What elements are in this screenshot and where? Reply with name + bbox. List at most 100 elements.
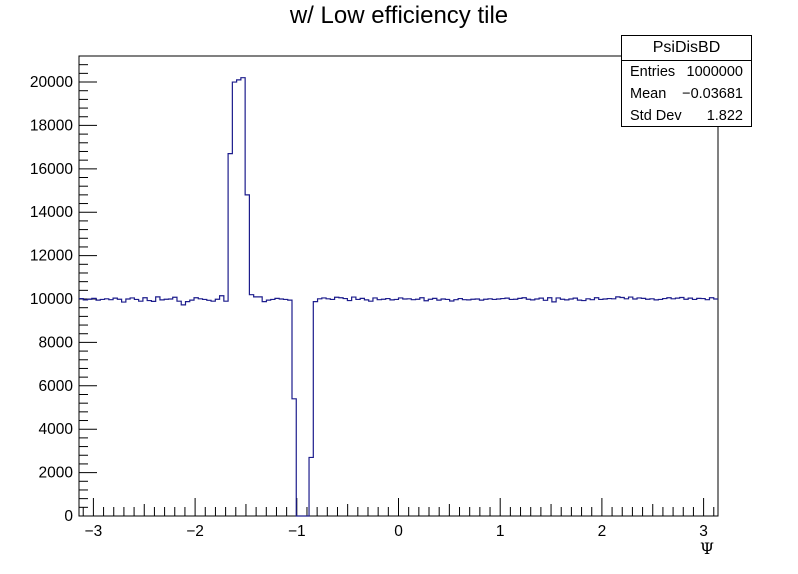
title: w/ Low efficiency tile (289, 2, 509, 29)
y-tick-label: 4000 (39, 421, 74, 438)
histogram-bin (369, 301, 373, 516)
histogram-bin (139, 301, 143, 516)
histogram-bin (671, 299, 675, 516)
histogram-bin (416, 299, 420, 516)
histogram-bin (330, 299, 334, 516)
histogram-bin (697, 298, 701, 516)
histogram-bin (143, 298, 147, 516)
histogram-bin (441, 299, 445, 516)
histogram-bin (594, 298, 598, 516)
histogram-bin (237, 80, 241, 516)
histogram-bin (560, 299, 564, 516)
histogram-bin (390, 300, 394, 516)
histogram-bin (381, 299, 385, 516)
histogram-bin (215, 299, 219, 516)
histogram-bin (450, 301, 454, 516)
histogram-bin (714, 299, 718, 516)
histogram-bin (522, 298, 526, 516)
histogram-bin (616, 297, 620, 516)
histogram-bin (313, 302, 317, 516)
x-tick-label: 3 (699, 523, 708, 540)
histogram-bin (582, 301, 586, 516)
histogram-bin (505, 298, 509, 516)
histogram-bin (203, 299, 207, 516)
stats-value: 1000000 (686, 64, 743, 80)
histogram-bin (339, 298, 343, 516)
histogram-bin (279, 299, 283, 516)
histogram-bin (556, 298, 560, 516)
histogram-bin (288, 300, 292, 516)
histogram-bin (173, 297, 177, 516)
histogram-bin (335, 297, 339, 516)
histogram-bin (624, 299, 628, 516)
histogram-bin (654, 300, 658, 516)
histogram-bin (684, 299, 688, 516)
histogram-bin (569, 299, 573, 516)
stats-box: PsiDisBD Entries 1000000 Mean −0.03681 S… (621, 35, 752, 127)
stats-value: −0.03681 (682, 86, 743, 102)
histogram-bin (705, 300, 709, 516)
histogram-bin (232, 82, 236, 516)
histogram-bin (117, 299, 121, 516)
histogram-bin (565, 300, 569, 516)
histogram-bin (130, 298, 134, 516)
y-tick-label: 20000 (30, 74, 73, 91)
histogram-bin (326, 299, 330, 516)
histogram-bin (424, 301, 428, 516)
histogram-bin (543, 300, 547, 516)
histogram-bin (207, 300, 211, 516)
histogram-bin (352, 297, 356, 516)
histogram-bin (492, 299, 496, 516)
histogram-bin (701, 299, 705, 516)
histogram-bin (318, 299, 322, 516)
y-tick-label: 6000 (39, 378, 74, 395)
histogram-bin (675, 298, 679, 516)
histogram-bin (211, 301, 215, 516)
histogram-bin (514, 299, 518, 516)
histogram-bin (228, 154, 232, 516)
histogram-bin (292, 399, 296, 516)
histogram-bin (322, 298, 326, 516)
histogram-bin (518, 298, 522, 516)
histogram-bin (407, 299, 411, 516)
histogram-bin (501, 299, 505, 516)
histogram-bin (394, 299, 398, 516)
y-tick-label: 0 (64, 508, 73, 525)
histogram-bin (488, 299, 492, 516)
histogram-bin (428, 299, 432, 516)
stats-row-stddev: Std Dev 1.822 (622, 105, 751, 127)
histogram-bin (688, 298, 692, 516)
histogram-bin (186, 302, 190, 516)
histogram-bin (356, 299, 360, 516)
histogram-bin (458, 299, 462, 516)
histogram-bin (496, 299, 500, 516)
histogram-bin (577, 300, 581, 516)
y-tick-label: 14000 (30, 204, 73, 221)
histogram-bin (79, 299, 83, 516)
histogram-bin (680, 298, 684, 517)
histogram-bin (377, 300, 381, 516)
histogram-bin (658, 299, 662, 516)
histogram-bin (164, 299, 168, 516)
histogram-line (79, 77, 718, 517)
stats-row-entries: Entries 1000000 (622, 61, 751, 83)
histogram-bin (309, 457, 313, 516)
histogram-bin (181, 305, 185, 516)
histogram-bin (590, 300, 594, 516)
histogram-bin (709, 298, 713, 516)
x-tick-label: 2 (598, 523, 607, 540)
histogram-bin (109, 300, 113, 516)
histogram-bin (633, 299, 637, 516)
histogram-bin (586, 299, 590, 516)
histogram-bin (100, 299, 104, 516)
histogram-bin (156, 297, 160, 516)
histogram-bin (177, 301, 181, 516)
histogram-bin (535, 299, 539, 516)
histogram-bin (411, 300, 415, 516)
y-tick-label: 8000 (39, 334, 74, 351)
histogram-bin (433, 298, 437, 516)
histogram-bin (629, 297, 633, 516)
stats-label: Std Dev (630, 108, 682, 124)
stats-value: 1.822 (706, 108, 743, 124)
